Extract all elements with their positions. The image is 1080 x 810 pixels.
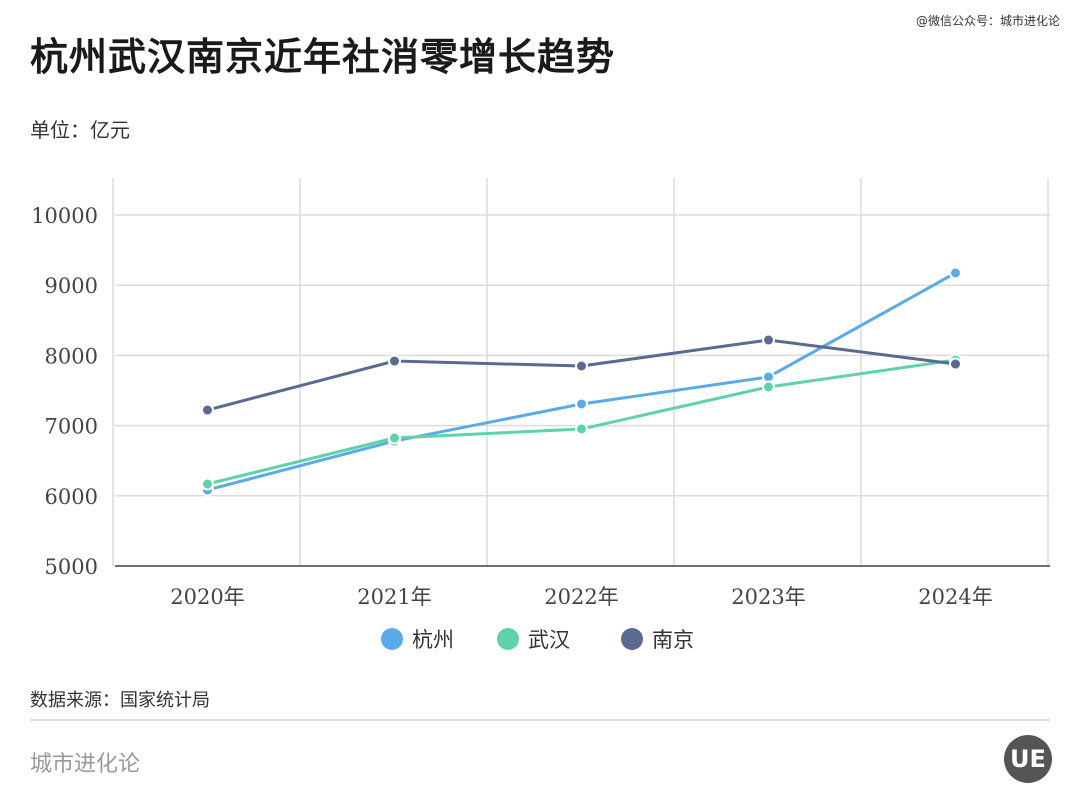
- x-tick-label: 2022年: [544, 585, 618, 609]
- legend-marker: [621, 628, 643, 650]
- y-tick-label: 9000: [45, 274, 98, 298]
- legend-label: 杭州: [412, 628, 454, 652]
- x-tick-label: 2023年: [731, 585, 805, 609]
- data-point: [762, 380, 775, 394]
- x-tick-label: 2024年: [918, 585, 992, 609]
- y-tick-label: 8000: [45, 344, 98, 368]
- brand-logo: UE: [1004, 735, 1052, 783]
- unit-label: 单位：亿元: [30, 118, 130, 142]
- legend-marker: [497, 628, 519, 650]
- data-point: [949, 266, 962, 280]
- x-tick-label: 2021年: [357, 585, 431, 609]
- y-tick-label: 5000: [45, 555, 98, 579]
- legend-label: 武汉: [528, 628, 570, 652]
- series-line-武汉: [207, 358, 956, 486]
- y-tick-label: 7000: [45, 415, 98, 439]
- data-point: [575, 397, 588, 411]
- brand-text: 城市进化论: [30, 752, 141, 777]
- data-point: [762, 333, 775, 347]
- data-point: [949, 357, 962, 371]
- legend-label: 南京: [652, 628, 694, 652]
- credit-text: @微信公众号：城市进化论: [915, 14, 1060, 28]
- source-text: 数据来源：国家统计局: [30, 690, 210, 711]
- chart-title: 杭州武汉南京近年社消零增长趋势: [30, 35, 616, 79]
- data-point: [575, 422, 588, 436]
- y-tick-label: 10000: [31, 204, 98, 228]
- x-tick-label: 2020年: [170, 585, 244, 609]
- data-point: [201, 477, 214, 491]
- data-point: [388, 354, 401, 368]
- line-chart: 5000 6000 7000 8000 9000 10000 2020年 2021年 2022年…: [31, 178, 1050, 652]
- legend-marker: [381, 628, 403, 650]
- divider: [30, 719, 1050, 721]
- data-point: [388, 431, 401, 445]
- data-point: [201, 403, 214, 417]
- y-tick-label: 6000: [45, 485, 98, 509]
- data-point: [575, 359, 588, 373]
